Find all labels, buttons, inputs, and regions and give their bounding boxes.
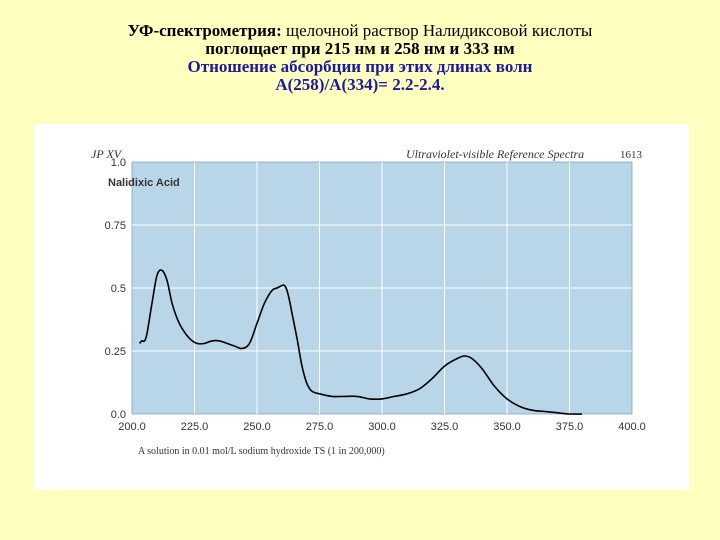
x-tick-label: 200.0 [118, 421, 146, 433]
x-tick-labels: 200.0 225.0 250.0 275.0 300.0 325.0 350.0 375.0… [118, 421, 646, 433]
header-right: 1613 [620, 149, 643, 161]
x-tick-label: 350.0 [493, 421, 521, 433]
title-rest: щелочной раствор Налидиксовой кислоты [281, 21, 593, 40]
x-tick-label: 250.0 [243, 421, 271, 433]
y-tick-label: 1.0 [111, 157, 126, 169]
header-left: JP XV [91, 147, 123, 161]
title-line-2: поглощает при 215 нм и 258 нм и 333 нм [205, 39, 515, 58]
chart-title: Nalidixic Acid [108, 177, 180, 189]
title-bold: УФ-спектрометрия: [127, 21, 282, 40]
y-tick-label: 0.75 [105, 220, 126, 232]
grid-lines [132, 162, 632, 414]
title-line-1: УФ-спектрометрия: щелочной раствор Налид… [0, 22, 720, 40]
spectrum-chart: JP XV Ultraviolet-visible Reference Spec… [91, 147, 646, 457]
footnote: A solution in 0.01 mol/L sodium hydroxid… [138, 446, 385, 457]
x-tick-label: 275.0 [306, 421, 334, 433]
y-tick-label: 0.5 [111, 283, 126, 295]
x-tick-label: 325.0 [431, 421, 459, 433]
x-tick-label: 300.0 [368, 421, 396, 433]
title-line-3: Отношение абсорбции при этих длинах волн [187, 57, 533, 76]
slide-title: УФ-спектрометрия: щелочной раствор Налид… [0, 22, 720, 94]
series-line [138, 269, 583, 415]
x-tick-label: 225.0 [181, 421, 209, 433]
spectrum-figure: JP XV Ultraviolet-visible Reference Spec… [34, 124, 689, 490]
y-tick-label: 0.0 [111, 409, 126, 421]
x-tick-label: 375.0 [556, 421, 584, 433]
header-center: Ultraviolet-visible Reference Spectra [406, 147, 584, 161]
y-tick-label: 0.25 [105, 346, 126, 358]
x-tick-label: 400.0 [618, 421, 646, 433]
title-line-4: A(258)/A(334)= 2.2-2.4. [275, 75, 445, 94]
y-tick-labels: 0.0 0.25 0.5 0.75 1.0 [105, 157, 126, 421]
